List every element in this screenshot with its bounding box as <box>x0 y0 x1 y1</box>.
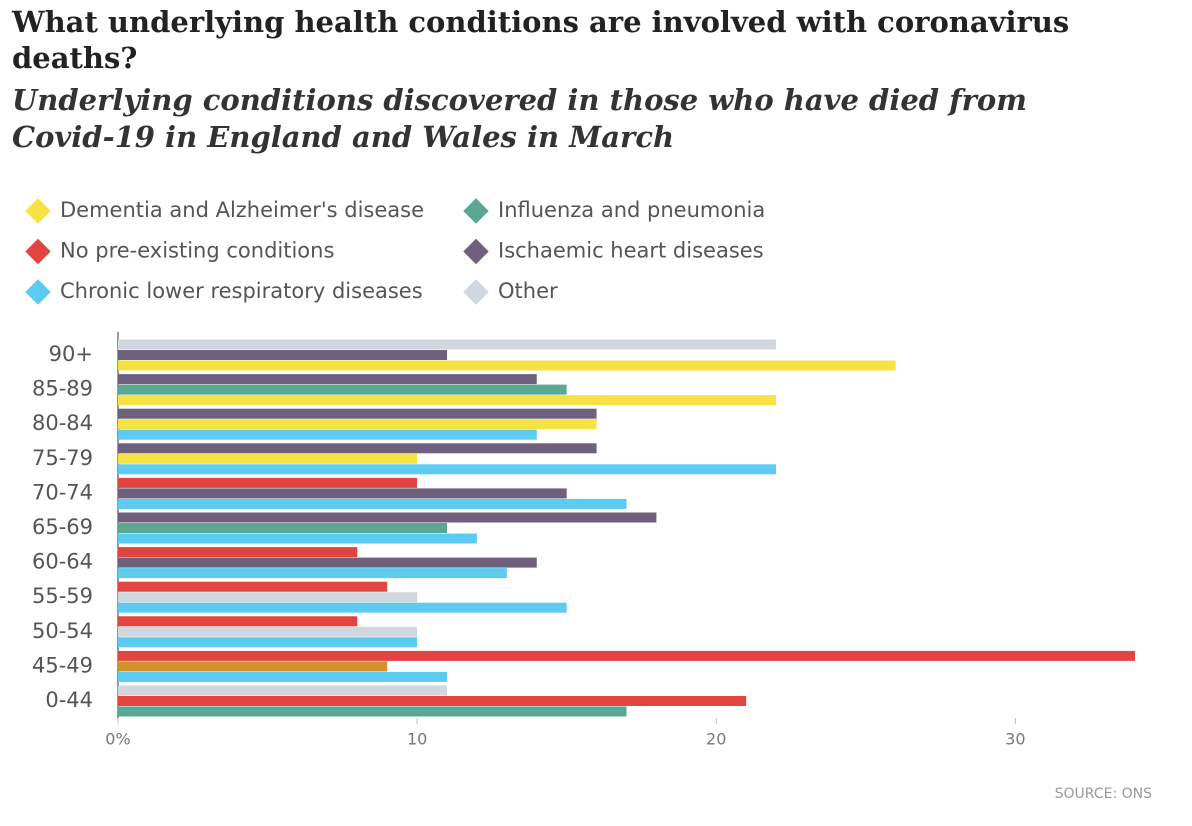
legend-label: Dementia and Alzheimer's disease <box>60 198 424 222</box>
bar <box>118 626 418 637</box>
legend-swatch <box>25 198 51 224</box>
bar <box>118 477 418 488</box>
legend-swatch <box>25 279 51 305</box>
legend-swatch <box>25 238 51 265</box>
bar <box>118 616 358 627</box>
y-tick-label: 85-89 <box>32 377 93 401</box>
legend-label: No pre-existing conditions <box>60 239 334 263</box>
bar <box>118 696 747 706</box>
source: SOURCE: ONS <box>1055 786 1152 802</box>
bar <box>118 350 448 360</box>
y-tick-label: 70-74 <box>32 480 93 504</box>
y-tick-label: 65-69 <box>32 515 93 539</box>
bar <box>118 384 567 395</box>
bar <box>118 533 477 544</box>
bar <box>118 557 537 568</box>
x-tick-label: 30 <box>1005 730 1025 749</box>
bar <box>118 360 896 371</box>
bar <box>118 498 627 509</box>
legend-swatch <box>463 198 489 224</box>
legend-swatch <box>463 238 489 265</box>
y-tick-label: 60-64 <box>32 550 93 574</box>
chart-title: What underlying health conditions are in… <box>12 5 1070 75</box>
bar <box>118 592 418 603</box>
bar <box>118 602 567 613</box>
bar <box>118 512 657 523</box>
legend-label: Influenza and pneumonia <box>498 198 765 222</box>
bar <box>118 453 418 464</box>
bar <box>118 685 448 696</box>
x-tick-label: 20 <box>706 730 726 749</box>
y-tick-label: 75-79 <box>32 446 93 470</box>
bar <box>118 408 597 419</box>
bar <box>118 419 597 430</box>
legend-swatch <box>463 279 489 305</box>
bar <box>118 671 448 682</box>
x-tick-label: 0% <box>105 730 130 749</box>
bar <box>118 523 448 533</box>
y-tick-label: 50-54 <box>32 619 93 643</box>
bar <box>118 637 418 648</box>
y-tick-label: 90+ <box>49 342 93 366</box>
bar <box>118 581 388 592</box>
bar <box>118 661 388 672</box>
y-tick-label: 80-84 <box>32 411 93 435</box>
y-tick-label: 45-49 <box>32 653 93 677</box>
chart-subtitle: Underlying conditions discovered in thos… <box>12 83 1027 154</box>
bar <box>118 429 537 440</box>
bar <box>118 464 777 475</box>
legend-label: Ischaemic heart diseases <box>498 239 764 263</box>
bar <box>118 568 507 579</box>
bar <box>118 488 567 499</box>
legend-label: Other <box>498 279 558 303</box>
bar <box>118 339 777 350</box>
bar <box>118 395 777 406</box>
legend-label: Chronic lower respiratory diseases <box>60 279 423 303</box>
y-tick-label: 0-44 <box>45 688 93 712</box>
bar <box>118 547 358 558</box>
bar <box>118 650 1135 661</box>
bar <box>118 443 597 454</box>
x-tick-label: 10 <box>407 730 427 749</box>
y-tick-label: 55-59 <box>32 584 93 608</box>
bar <box>118 706 627 717</box>
bar <box>118 374 537 385</box>
